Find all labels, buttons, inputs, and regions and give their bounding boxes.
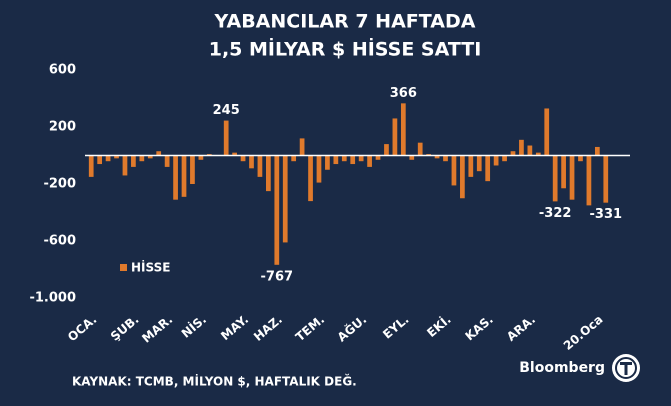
bar: [485, 155, 491, 182]
bar: [105, 155, 111, 162]
bar: [316, 155, 322, 183]
bar: [375, 155, 381, 160]
bar: [274, 155, 280, 265]
bar: [552, 155, 558, 202]
legend-swatch: [120, 264, 127, 271]
data-label: -331: [590, 207, 623, 222]
bar: [341, 155, 347, 162]
bar: [468, 155, 474, 177]
brand: Bloomberg: [519, 360, 605, 376]
bar: [519, 139, 524, 156]
data-label: -767: [261, 269, 294, 284]
chart-title: YABANCILAR 7 HAFTADA: [214, 11, 476, 33]
bar: [223, 120, 229, 156]
legend-label: HİSSE: [131, 260, 170, 275]
bar: [257, 155, 263, 177]
y-tick-label: -600: [43, 234, 76, 249]
y-tick-label: 600: [49, 63, 76, 78]
bar: [561, 155, 566, 189]
bar: [586, 155, 592, 206]
bar: [493, 155, 499, 166]
bar: [308, 155, 313, 202]
bar: [266, 155, 271, 192]
bar: [476, 155, 482, 172]
bar: [367, 155, 372, 167]
bar: [299, 138, 305, 156]
bar: [409, 155, 415, 160]
chart-title: 1,5 MİLYAR $ HİSSE SATTI: [209, 37, 482, 61]
bar: [535, 152, 541, 156]
bar: [510, 151, 516, 156]
bar: [114, 155, 119, 159]
bar: [139, 155, 145, 162]
bar: [122, 155, 128, 176]
y-tick-label: 200: [49, 120, 76, 135]
data-label: 366: [390, 86, 417, 101]
bar: [164, 155, 170, 167]
y-tick-label: -1.000: [29, 291, 76, 306]
bar: [333, 155, 339, 165]
bar: [190, 155, 195, 184]
bar: [392, 118, 398, 156]
bar: [173, 155, 178, 200]
logo: [612, 354, 640, 382]
data-label: 245: [213, 103, 240, 118]
bar: [181, 155, 187, 197]
bar: [384, 144, 389, 156]
bar: [240, 155, 246, 162]
y-tick-label: -200: [43, 177, 76, 192]
bar: [527, 145, 533, 156]
bar: [594, 146, 600, 156]
bar: [282, 155, 288, 243]
bar: [400, 103, 406, 156]
data-label: -322: [539, 206, 572, 221]
bar: [232, 152, 237, 156]
bar: [156, 151, 162, 156]
bar: [578, 155, 583, 162]
bar: [358, 155, 364, 162]
source-note: KAYNAK: TCMB, MİLYON $, HAFTALIK DEĞ.: [72, 374, 357, 389]
bar: [417, 142, 423, 156]
bar: [569, 155, 575, 200]
bar: [131, 155, 136, 167]
bar: [443, 155, 448, 162]
bar: [434, 155, 440, 159]
bar: [603, 155, 609, 203]
bar: [350, 155, 356, 165]
bar: [147, 155, 153, 159]
bar: [325, 155, 330, 170]
bar: [460, 155, 465, 199]
bar: [97, 155, 103, 165]
bar: [198, 155, 204, 160]
bar: [502, 155, 507, 162]
bar: [291, 155, 297, 162]
bar: [249, 155, 254, 169]
bar: [544, 108, 550, 156]
bar: [88, 155, 94, 177]
bar: [451, 155, 457, 186]
